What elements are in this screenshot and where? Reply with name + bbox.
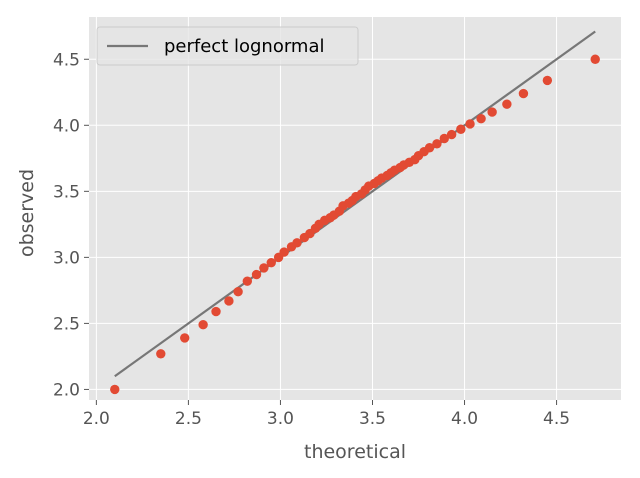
data-point xyxy=(259,263,269,273)
legend: perfect lognormal xyxy=(96,26,359,66)
x-axis-label: theoretical xyxy=(304,441,406,463)
data-point xyxy=(224,296,234,306)
data-point xyxy=(180,333,190,343)
data-point xyxy=(476,113,486,124)
axis-ticks: 2.0 2.5 3.0 3.5 4.0 4.5 2.0 2.5 3.0 3.5 4.0 4.5 xyxy=(53,50,570,429)
data-point xyxy=(198,320,208,330)
legend-label: perfect lognormal xyxy=(164,36,325,57)
plot-background xyxy=(89,17,621,400)
x-tick-label: 2.5 xyxy=(175,409,202,429)
data-point xyxy=(266,257,276,268)
y-tick-label: 4.0 xyxy=(53,116,80,136)
x-tick-label: 4.0 xyxy=(451,409,478,429)
data-point xyxy=(439,133,449,144)
data-marks xyxy=(110,30,600,395)
y-tick-label: 2.5 xyxy=(53,314,80,334)
data-point xyxy=(279,247,289,257)
data-point xyxy=(518,88,529,99)
data-point xyxy=(242,276,253,286)
y-tick-label: 4.5 xyxy=(53,50,80,70)
data-point xyxy=(542,75,553,86)
x-tick-label: 3.0 xyxy=(267,409,294,429)
y-tick-label: 3.5 xyxy=(53,182,80,202)
y-axis-label: observed xyxy=(16,169,38,257)
data-point xyxy=(446,129,457,140)
x-tick-label: 2.0 xyxy=(83,409,110,429)
data-point xyxy=(424,143,435,153)
data-point xyxy=(156,349,166,359)
data-point xyxy=(487,107,497,117)
data-point xyxy=(432,139,442,149)
data-point xyxy=(590,54,600,64)
data-point xyxy=(292,238,302,248)
data-point xyxy=(110,384,120,395)
legend-box xyxy=(96,26,359,66)
x-tick-label: 3.5 xyxy=(359,409,386,429)
x-tick-label: 4.5 xyxy=(543,409,570,429)
y-tick-label: 2.0 xyxy=(53,380,80,400)
data-point xyxy=(465,119,475,129)
data-point xyxy=(211,306,221,317)
y-tick-label: 3.0 xyxy=(53,248,80,268)
data-point xyxy=(233,287,243,297)
data-point xyxy=(251,269,262,280)
data-point xyxy=(502,99,512,109)
data-point xyxy=(456,124,466,134)
